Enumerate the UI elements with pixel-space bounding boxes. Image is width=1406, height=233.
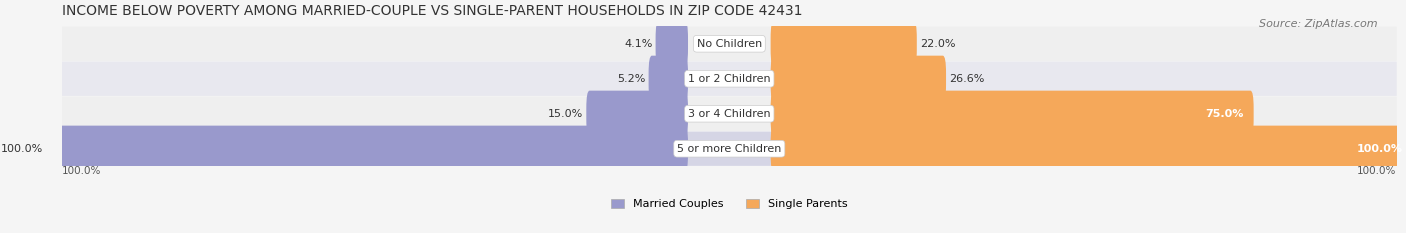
Text: 100.0%: 100.0% (0, 144, 44, 154)
FancyBboxPatch shape (62, 27, 1396, 61)
Text: INCOME BELOW POVERTY AMONG MARRIED-COUPLE VS SINGLE-PARENT HOUSEHOLDS IN ZIP COD: INCOME BELOW POVERTY AMONG MARRIED-COUPL… (62, 4, 803, 18)
Text: 4.1%: 4.1% (624, 39, 652, 49)
FancyBboxPatch shape (62, 97, 1396, 131)
FancyBboxPatch shape (770, 126, 1406, 172)
Text: 100.0%: 100.0% (1357, 144, 1403, 154)
Text: No Children: No Children (697, 39, 762, 49)
Text: 15.0%: 15.0% (548, 109, 583, 119)
Text: 100.0%: 100.0% (62, 166, 101, 176)
Text: 75.0%: 75.0% (1206, 109, 1244, 119)
FancyBboxPatch shape (46, 126, 688, 172)
Text: Source: ZipAtlas.com: Source: ZipAtlas.com (1260, 19, 1378, 29)
FancyBboxPatch shape (655, 21, 688, 67)
Text: 1 or 2 Children: 1 or 2 Children (688, 74, 770, 84)
Text: 100.0%: 100.0% (1357, 166, 1396, 176)
Text: 26.6%: 26.6% (949, 74, 984, 84)
FancyBboxPatch shape (62, 132, 1396, 166)
FancyBboxPatch shape (62, 62, 1396, 96)
Text: 5.2%: 5.2% (617, 74, 645, 84)
FancyBboxPatch shape (586, 91, 688, 137)
Text: 22.0%: 22.0% (920, 39, 956, 49)
FancyBboxPatch shape (770, 21, 917, 67)
FancyBboxPatch shape (648, 56, 688, 102)
FancyBboxPatch shape (770, 56, 946, 102)
Text: 5 or more Children: 5 or more Children (678, 144, 782, 154)
FancyBboxPatch shape (770, 91, 1254, 137)
Text: 3 or 4 Children: 3 or 4 Children (688, 109, 770, 119)
Legend: Married Couples, Single Parents: Married Couples, Single Parents (606, 195, 852, 214)
